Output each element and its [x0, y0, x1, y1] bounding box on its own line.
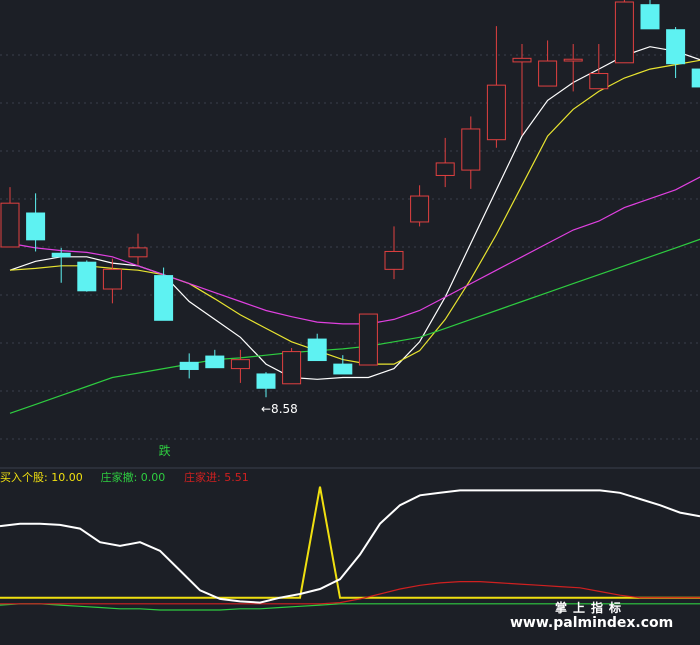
watermark: 掌上指标 www.palmindex.com	[510, 600, 673, 631]
ma-line-2	[9, 176, 700, 325]
indicator-legend: 买入个股: 10.00 庄家撤: 0.00 庄家进: 5.51	[0, 470, 249, 484]
grid-lines	[0, 54, 700, 440]
legend-item-0: 买入个股: 10.00	[0, 471, 83, 484]
candle-18	[461, 116, 481, 189]
candle-body-5	[128, 247, 148, 258]
candle-body-23	[589, 73, 609, 90]
candle-10	[256, 372, 276, 398]
indicator-line-3	[0, 489, 700, 604]
candle-body-27	[691, 68, 700, 88]
candle-body-1	[26, 212, 46, 241]
candle-body-7	[179, 361, 199, 370]
candle-11	[282, 348, 302, 385]
price-annotation-1: 跌	[159, 443, 171, 458]
ma-line-3	[9, 238, 700, 414]
candle-body-0	[0, 202, 20, 248]
candle-2	[51, 247, 71, 283]
watermark-line1: 掌上指标	[555, 600, 627, 615]
candle-25	[640, 0, 660, 30]
candle-body-3	[77, 261, 97, 292]
watermark-line2: www.palmindex.com	[510, 615, 673, 631]
candle-24	[614, 0, 634, 64]
candle-body-4	[102, 268, 122, 290]
candle-19	[486, 26, 506, 148]
price-annotation-0: ←8.58	[261, 402, 298, 416]
candle-body-13	[333, 363, 353, 375]
candle-body-20	[512, 57, 532, 63]
ma-line-0	[9, 46, 700, 380]
candle-body-12	[307, 338, 327, 362]
candle-body-10	[256, 373, 276, 389]
candle-body-6	[154, 275, 174, 321]
candle-4	[102, 258, 122, 304]
indicator-line-0	[0, 486, 700, 599]
candle-6	[154, 267, 174, 321]
indicator-line-2	[0, 581, 700, 605]
price-annotations: ←8.58 跌	[159, 402, 298, 458]
candle-20	[512, 44, 532, 136]
candle-body-24	[614, 1, 634, 64]
candle-12	[307, 333, 327, 362]
candle-body-8	[205, 355, 225, 369]
candle-0	[0, 187, 20, 248]
candle-body-21	[538, 60, 558, 87]
candle-13	[333, 355, 353, 375]
ma-line-1	[9, 59, 700, 365]
candle-body-19	[486, 84, 506, 141]
candle-body-22	[563, 58, 583, 62]
legend-item-1: 庄家撤: 0.00	[101, 470, 166, 484]
candle-body-26	[666, 29, 686, 65]
candle-22	[563, 44, 583, 92]
candle-17	[435, 137, 455, 188]
candle-body-15	[384, 250, 404, 270]
candle-body-16	[410, 195, 430, 223]
candle-16	[410, 185, 430, 227]
candle-3	[77, 260, 97, 292]
candle-21	[538, 40, 558, 87]
candlesticks	[0, 0, 700, 398]
candle-26	[666, 27, 686, 78]
candle-body-9	[230, 359, 250, 370]
candle-body-11	[282, 351, 302, 385]
candle-9	[230, 349, 250, 383]
candle-body-2	[51, 252, 71, 258]
candle-15	[384, 226, 404, 280]
candle-5	[128, 233, 148, 265]
moving-average-lines	[9, 46, 700, 414]
candle-14	[358, 313, 378, 366]
candle-27	[691, 68, 700, 88]
candle-8	[205, 349, 225, 369]
indicator-line-1	[0, 603, 700, 611]
candle-23	[589, 44, 609, 90]
candle-body-14	[358, 313, 378, 366]
candle-7	[179, 353, 199, 379]
legend-item-2: 庄家进: 5.51	[184, 470, 249, 484]
candle-1	[26, 193, 46, 252]
indicator-lines	[0, 486, 700, 611]
candle-body-17	[435, 162, 455, 176]
candle-body-25	[640, 4, 660, 30]
candle-body-18	[461, 128, 481, 171]
